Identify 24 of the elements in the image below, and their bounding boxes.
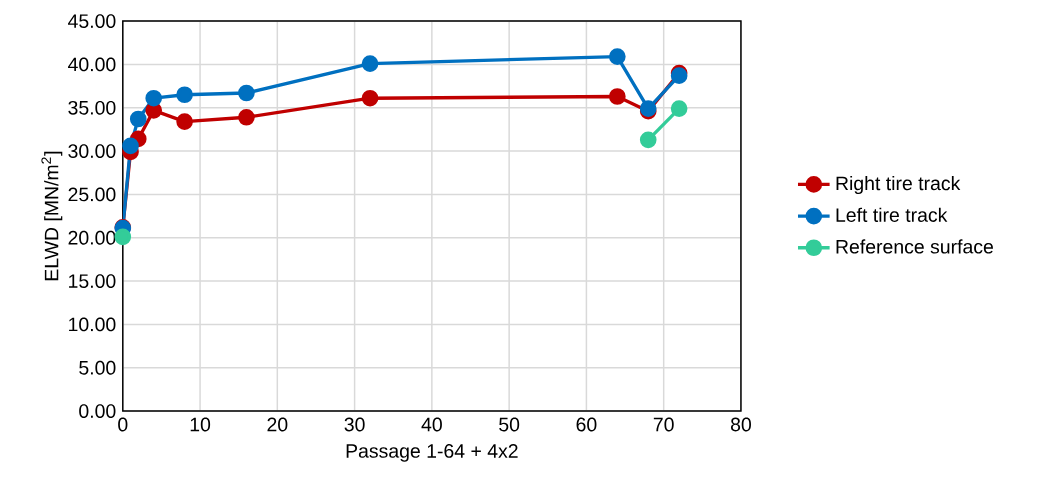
y-tick-label: 45.00 [68, 14, 116, 28]
y-tick-label: 5.00 [79, 360, 116, 375]
legend-label: Reference surface [836, 239, 993, 254]
y-tick-label: 15.00 [69, 274, 116, 288]
x-tick-label: 50 [499, 417, 520, 432]
y-tick-label: 0.00 [79, 404, 116, 418]
x-tick-label: 0 [118, 417, 128, 432]
x-tick-label: 20 [267, 417, 288, 432]
y-tick-label: 20.00 [68, 230, 116, 245]
y-tick-label: 30.00 [68, 144, 116, 158]
x-tick-label: 30 [344, 417, 365, 432]
legend-label: Left tire track [836, 207, 948, 222]
x-tick-label: 60 [576, 417, 597, 432]
x-tick-label: 80 [730, 417, 751, 432]
legend-label: Right tire track [836, 175, 961, 195]
x-tick-label: 10 [190, 417, 211, 432]
y-tick-label: 25.00 [68, 187, 116, 202]
y-tick-label: 35.00 [68, 100, 116, 115]
x-axis-title: Passage 1-64 + 4x2 [346, 444, 518, 462]
y-tick-label: 40.00 [68, 57, 116, 72]
y-tick-label: 10.00 [69, 317, 116, 332]
x-tick-label: 70 [653, 417, 674, 432]
y-axis-title: ELWD [MN/m$^{2}$] [41, 151, 63, 281]
x-tick-label: 40 [421, 417, 442, 432]
